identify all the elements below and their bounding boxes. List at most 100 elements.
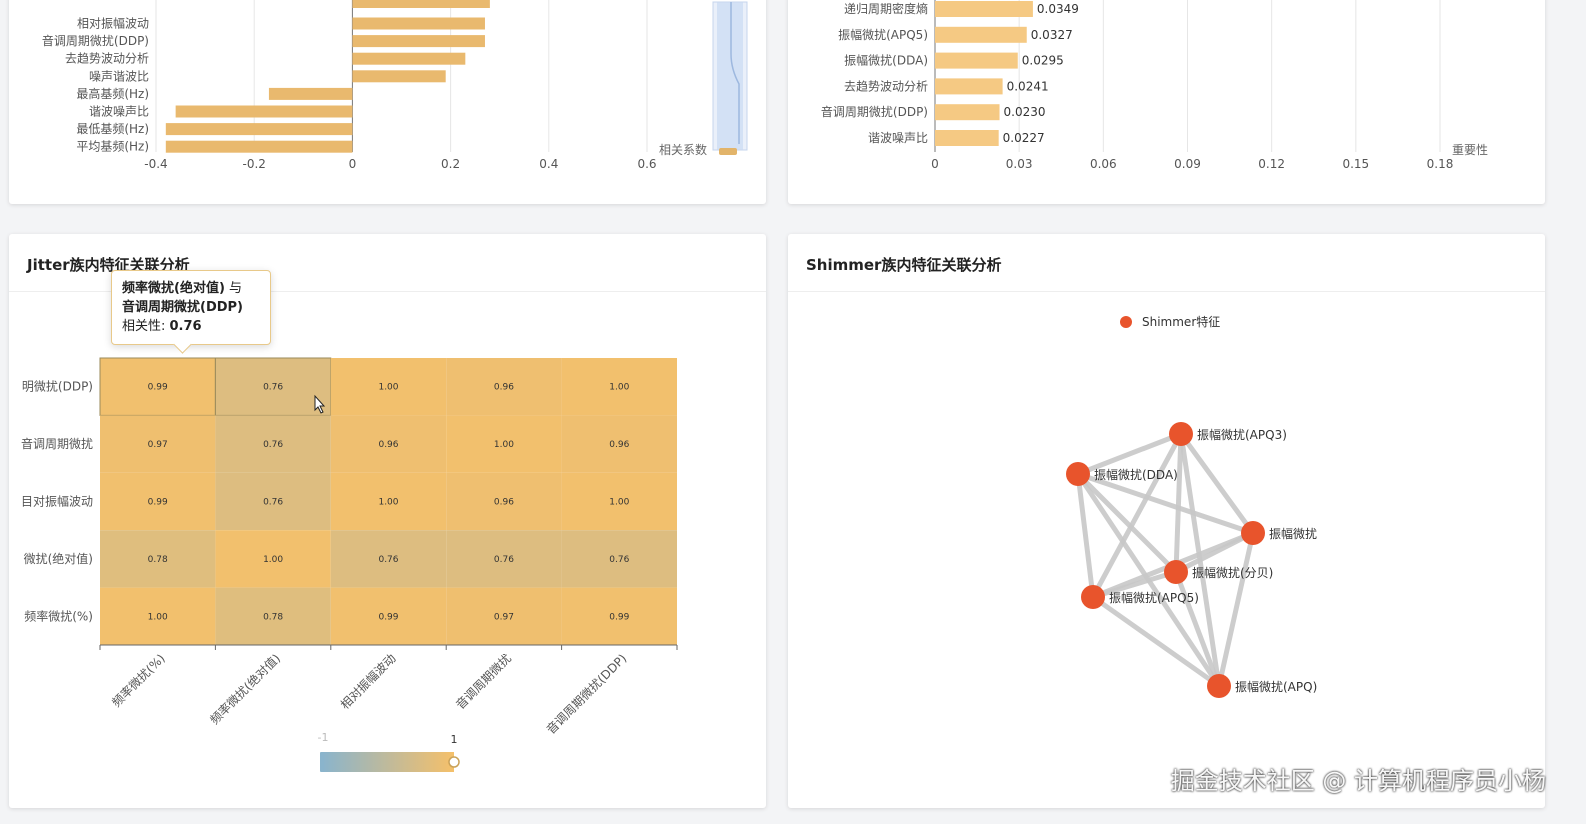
- zoom-slider-handle[interactable]: [719, 148, 737, 155]
- importance-bar-chart: 0 0.03 0.06 0.09 0.12 0.15 0.18 0.0349 递归周期密度熵 0.…: [821, 0, 1488, 171]
- heatmap-cell[interactable]: [561, 587, 677, 645]
- heatmap-cell[interactable]: [446, 415, 562, 473]
- bar-value-label: 0.0230: [1004, 105, 1046, 119]
- heatmap-cell[interactable]: [561, 358, 677, 416]
- bar-value-label: 0.0295: [1022, 54, 1064, 68]
- heatmap-cell[interactable]: [330, 472, 447, 531]
- heatmap-cell[interactable]: [215, 530, 331, 588]
- heatmap-cell[interactable]: [214, 357, 332, 416]
- heatmap-cell-value: 0.76: [494, 555, 514, 565]
- graph-node-label: 振幅微扰(分贝): [1192, 565, 1273, 580]
- bar: [165, 140, 353, 153]
- heatmap-cell-value: 1.00: [609, 383, 629, 393]
- graph-node[interactable]: [1066, 462, 1090, 486]
- graph-edge: [1178, 431, 1256, 536]
- shimmer-correlation-card: Shimmer族内特征关联分析 Shimmer特征 振幅微扰(APQ3) 振幅微扰(…: [788, 234, 1545, 808]
- watermark: 掘金技术社区 @ 计算机程序员小杨: [1170, 767, 1546, 795]
- graph-node[interactable]: [1241, 521, 1265, 545]
- heatmap-cell[interactable]: [446, 358, 562, 416]
- y-tick-label: 音调周期微扰: [21, 436, 93, 451]
- heatmap-cell[interactable]: [561, 530, 677, 588]
- graph-edge: [1090, 431, 1184, 600]
- heatmap-cell[interactable]: [330, 358, 447, 416]
- tooltip-pair-b: 音调周期微扰(DDP): [122, 300, 243, 315]
- graph-edge: [1090, 594, 1222, 689]
- divider: [788, 291, 1545, 292]
- heatmap-cell[interactable]: [446, 587, 562, 645]
- x-tick-label: 频率微扰(%): [109, 651, 168, 710]
- bar: [352, 35, 485, 48]
- x-tick-label: 0.09: [1174, 157, 1201, 171]
- heatmap-cell[interactable]: [215, 587, 331, 645]
- x-tick-label: 0: [931, 157, 939, 171]
- tooltip-value: 0.76: [169, 319, 202, 334]
- heatmap-cell-value: 0.99: [148, 498, 168, 508]
- heatmap-cell[interactable]: [215, 472, 331, 531]
- graph-node[interactable]: [1164, 560, 1188, 584]
- heatmap-cell[interactable]: [100, 472, 216, 531]
- y-category-label: 振幅微扰(DDA): [844, 53, 928, 68]
- graph-node[interactable]: [1081, 585, 1105, 609]
- bar: [935, 1, 1033, 17]
- graph-node-label: 振幅微扰(APQ5): [1109, 590, 1199, 605]
- y-tick-label: 微扰(绝对值): [24, 551, 93, 566]
- heatmap-cell-value: 0.96: [609, 440, 629, 450]
- visual-map-max-label: 1: [451, 733, 458, 746]
- heatmap-cell-value: 1.00: [378, 383, 398, 393]
- graph-edge: [1173, 569, 1222, 689]
- graph-node-label: 振幅微扰(APQ3): [1197, 427, 1287, 442]
- heatmap-cell-value: 0.78: [263, 612, 283, 622]
- bar-value-label: 0.0227: [1003, 131, 1045, 145]
- visual-map-min-label: -1: [318, 731, 329, 744]
- graph-node-label: 振幅微扰: [1269, 526, 1317, 541]
- x-tick-label: 音调周期微扰(DDP): [543, 651, 629, 737]
- heatmap-cell[interactable]: [215, 415, 331, 473]
- heatmap-cell[interactable]: [100, 530, 216, 588]
- graph-node[interactable]: [1207, 674, 1231, 698]
- x-tick-label: 0.18: [1427, 157, 1454, 171]
- jitter-card-title: Jitter族内特征关联分析: [27, 256, 190, 274]
- heatmap-cell[interactable]: [561, 415, 677, 473]
- heatmap-cell-value: 0.99: [609, 612, 629, 622]
- legend-label: Shimmer特征: [1142, 314, 1220, 329]
- heatmap-cell[interactable]: [330, 415, 447, 473]
- divider: [9, 291, 766, 292]
- heatmap-cell-value: 0.76: [263, 383, 283, 393]
- y-tick-label: 频率微扰(%): [24, 608, 93, 623]
- graph-node-label: 振幅微扰(DDA): [1094, 467, 1178, 482]
- graph-edge: [1173, 431, 1184, 575]
- x-tick-label: 0.15: [1342, 157, 1369, 171]
- heatmap-cell[interactable]: [330, 530, 447, 588]
- graph-edge: [1090, 569, 1179, 600]
- bar: [935, 130, 999, 146]
- heatmap-cell-value: 0.96: [494, 498, 514, 508]
- x-tick-label: 相对振幅波动: [337, 651, 399, 713]
- bar: [352, 0, 490, 8]
- graph-edge: [1075, 471, 1179, 575]
- x-tick-label: 0.03: [1006, 157, 1033, 171]
- heatmap-cell[interactable]: [446, 530, 562, 588]
- heatmap-tooltip: 频率微扰(绝对值) 与 音调周期微扰(DDP) 相关性: 0.76: [111, 270, 271, 354]
- visual-map-handle-min[interactable]: [320, 752, 324, 772]
- y-category-label: 谐波噪声比: [89, 105, 149, 119]
- heatmap-cell[interactable]: [100, 587, 216, 645]
- heatmap-cell[interactable]: [100, 415, 216, 473]
- x-tick-label: 频率微扰(绝对值): [207, 651, 284, 728]
- y-category-label: 谐波噪声比: [868, 131, 928, 145]
- visual-map-handle-max[interactable]: [448, 756, 460, 768]
- y-category-label: 去趋势波动分析: [65, 52, 149, 66]
- bar: [935, 26, 1027, 43]
- bar: [935, 104, 1000, 121]
- y-category-label: 最低基频(Hz): [76, 122, 149, 136]
- heatmap-cell[interactable]: [561, 472, 677, 531]
- y-category-label: 振幅微扰(APQ5): [838, 27, 928, 42]
- jitter-heatmap: 0.99 0.76 1.00 0.96 1.00 0.97 0.76 0.96 1.00 0.96…: [21, 357, 678, 772]
- graph-node[interactable]: [1169, 422, 1193, 446]
- y-category-label: 相对振幅波动: [77, 16, 149, 31]
- heatmap-cell[interactable]: [330, 587, 447, 645]
- heatmap-cell[interactable]: [446, 472, 562, 531]
- bar: [352, 70, 446, 83]
- heatmap-cell-value: 1.00: [378, 498, 398, 508]
- heatmap-cell-value: 0.96: [378, 440, 398, 450]
- visual-map-bar[interactable]: [322, 752, 454, 772]
